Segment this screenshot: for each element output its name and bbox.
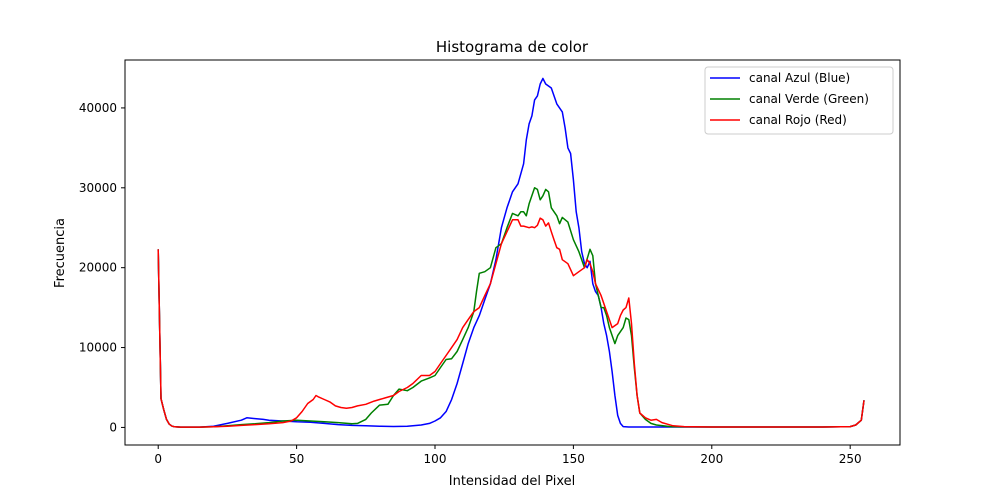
x-tick-label: 100 xyxy=(424,452,447,466)
y-tick-label: 20000 xyxy=(79,261,117,275)
series-line-0 xyxy=(157,77,865,428)
plot-frame xyxy=(124,59,901,446)
chart-title: Histograma de color xyxy=(436,38,589,56)
series-layer xyxy=(157,77,865,428)
x-axis-label: Intensidad del Pixel xyxy=(449,474,575,489)
y-tick-label: 30000 xyxy=(79,181,117,195)
y-tick-label: 0 xyxy=(109,420,117,434)
legend-label: canal Verde (Green) xyxy=(749,92,869,106)
x-tick-label: 0 xyxy=(154,452,162,466)
y-tick-label: 10000 xyxy=(79,341,117,355)
x-tick-label: 200 xyxy=(700,452,723,466)
series-line-2 xyxy=(157,217,865,428)
y-axis: 0 10000 20000 30000 40000 xyxy=(79,101,125,434)
legend-box xyxy=(704,66,894,135)
y-tick-label: 40000 xyxy=(79,101,117,115)
legend-label: canal Rojo (Red) xyxy=(749,113,847,127)
x-tick-label: 50 xyxy=(289,452,304,466)
legend-label: canal Azul (Blue) xyxy=(749,71,850,85)
x-tick-label: 150 xyxy=(562,452,585,466)
y-axis-label: Frecuencia xyxy=(53,218,68,288)
x-axis: 0 50 100 150 200 250 xyxy=(154,445,862,466)
x-tick-label: 250 xyxy=(839,452,862,466)
legend: canal Azul (Blue) canal Verde (Green) cana… xyxy=(704,66,894,135)
